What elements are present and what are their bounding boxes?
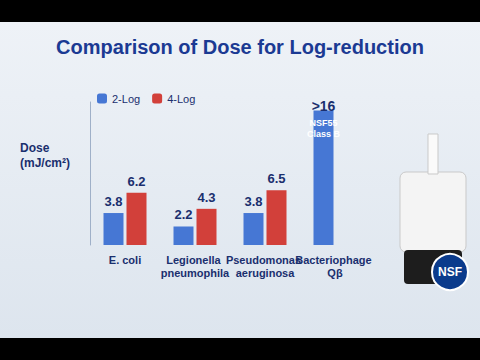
svg-text:3.8: 3.8 bbox=[104, 194, 122, 209]
svg-text:2.2: 2.2 bbox=[174, 207, 192, 222]
svg-text:Qβ: Qβ bbox=[327, 267, 343, 279]
svg-text:Pseudomonas: Pseudomonas bbox=[226, 254, 304, 266]
svg-text:4-Log: 4-Log bbox=[167, 93, 195, 105]
svg-text:Dose: Dose bbox=[20, 141, 50, 155]
svg-text:Class B: Class B bbox=[307, 129, 341, 139]
svg-text:6.2: 6.2 bbox=[127, 174, 145, 189]
svg-text:NSF: NSF bbox=[438, 265, 462, 279]
svg-text:pneumophila: pneumophila bbox=[161, 267, 230, 279]
svg-text:aeruginosa: aeruginosa bbox=[236, 267, 296, 279]
svg-text:Comparison of Dose for Log-red: Comparison of Dose for Log-reduction bbox=[56, 36, 424, 58]
svg-text:2-Log: 2-Log bbox=[112, 93, 140, 105]
svg-text:>16: >16 bbox=[312, 98, 336, 114]
svg-text:Legionella: Legionella bbox=[166, 254, 223, 266]
svg-text:NSF55: NSF55 bbox=[309, 118, 337, 128]
svg-text:6.5: 6.5 bbox=[267, 171, 285, 186]
svg-text:3.8: 3.8 bbox=[244, 194, 262, 209]
svg-text:Bacteriophage: Bacteriophage bbox=[295, 254, 374, 266]
svg-text:E. coli: E. coli bbox=[109, 254, 141, 266]
svg-text:4.3: 4.3 bbox=[197, 190, 215, 205]
svg-text:(mJ/cm²): (mJ/cm²) bbox=[20, 156, 70, 170]
